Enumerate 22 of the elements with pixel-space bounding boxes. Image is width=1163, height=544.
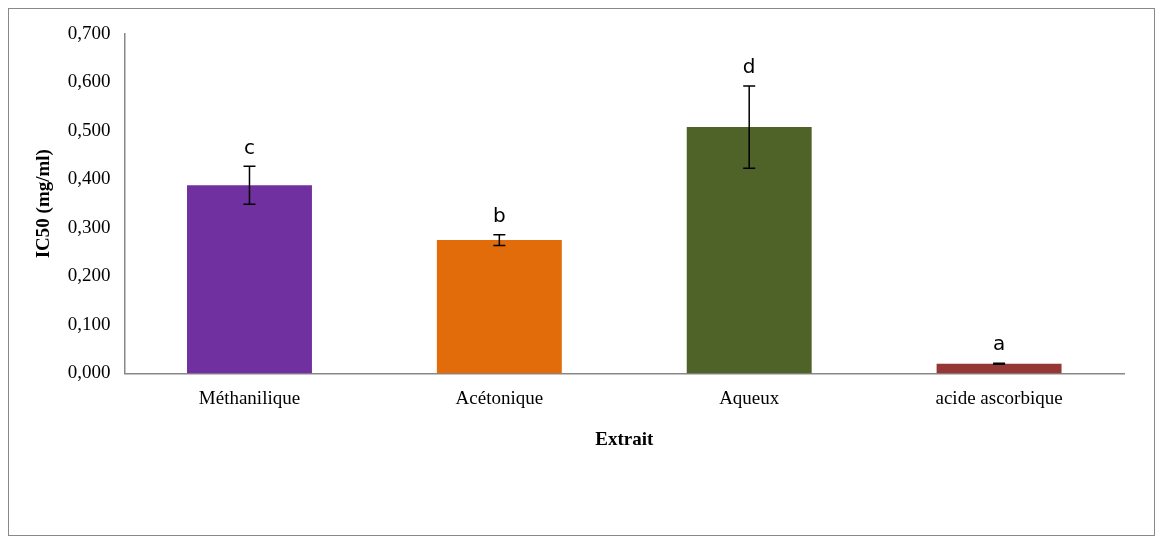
- bar: [686, 127, 812, 374]
- bar: [436, 240, 562, 374]
- y-tick-label: 0,100: [67, 312, 111, 334]
- bar: [936, 363, 1062, 374]
- y-tick-label: 0,700: [67, 21, 111, 43]
- annotation: c: [243, 134, 255, 159]
- y-tick-label: 0,400: [67, 167, 111, 189]
- x-tick-label: Méthanilique: [198, 386, 301, 408]
- y-tick-label: 0,600: [67, 70, 111, 92]
- y-tick-label: 0,200: [67, 264, 111, 286]
- bar: [187, 185, 312, 374]
- y-tick-label: 0,500: [67, 118, 111, 140]
- x-tick-label: Aqueux: [719, 386, 780, 408]
- annotation: d: [742, 54, 756, 79]
- annotation: a: [992, 331, 1006, 356]
- x-tick-label: acide ascorbique: [935, 386, 1063, 408]
- y-tick-label: 0,300: [67, 215, 111, 237]
- x-tick-label: Acétonique: [455, 386, 544, 408]
- y-tick-label: 0,000: [67, 361, 111, 383]
- annotation: b: [492, 202, 506, 227]
- y-axis-title: IC50 (mg/ml): [32, 149, 55, 259]
- x-axis-title: Extrait: [595, 427, 654, 449]
